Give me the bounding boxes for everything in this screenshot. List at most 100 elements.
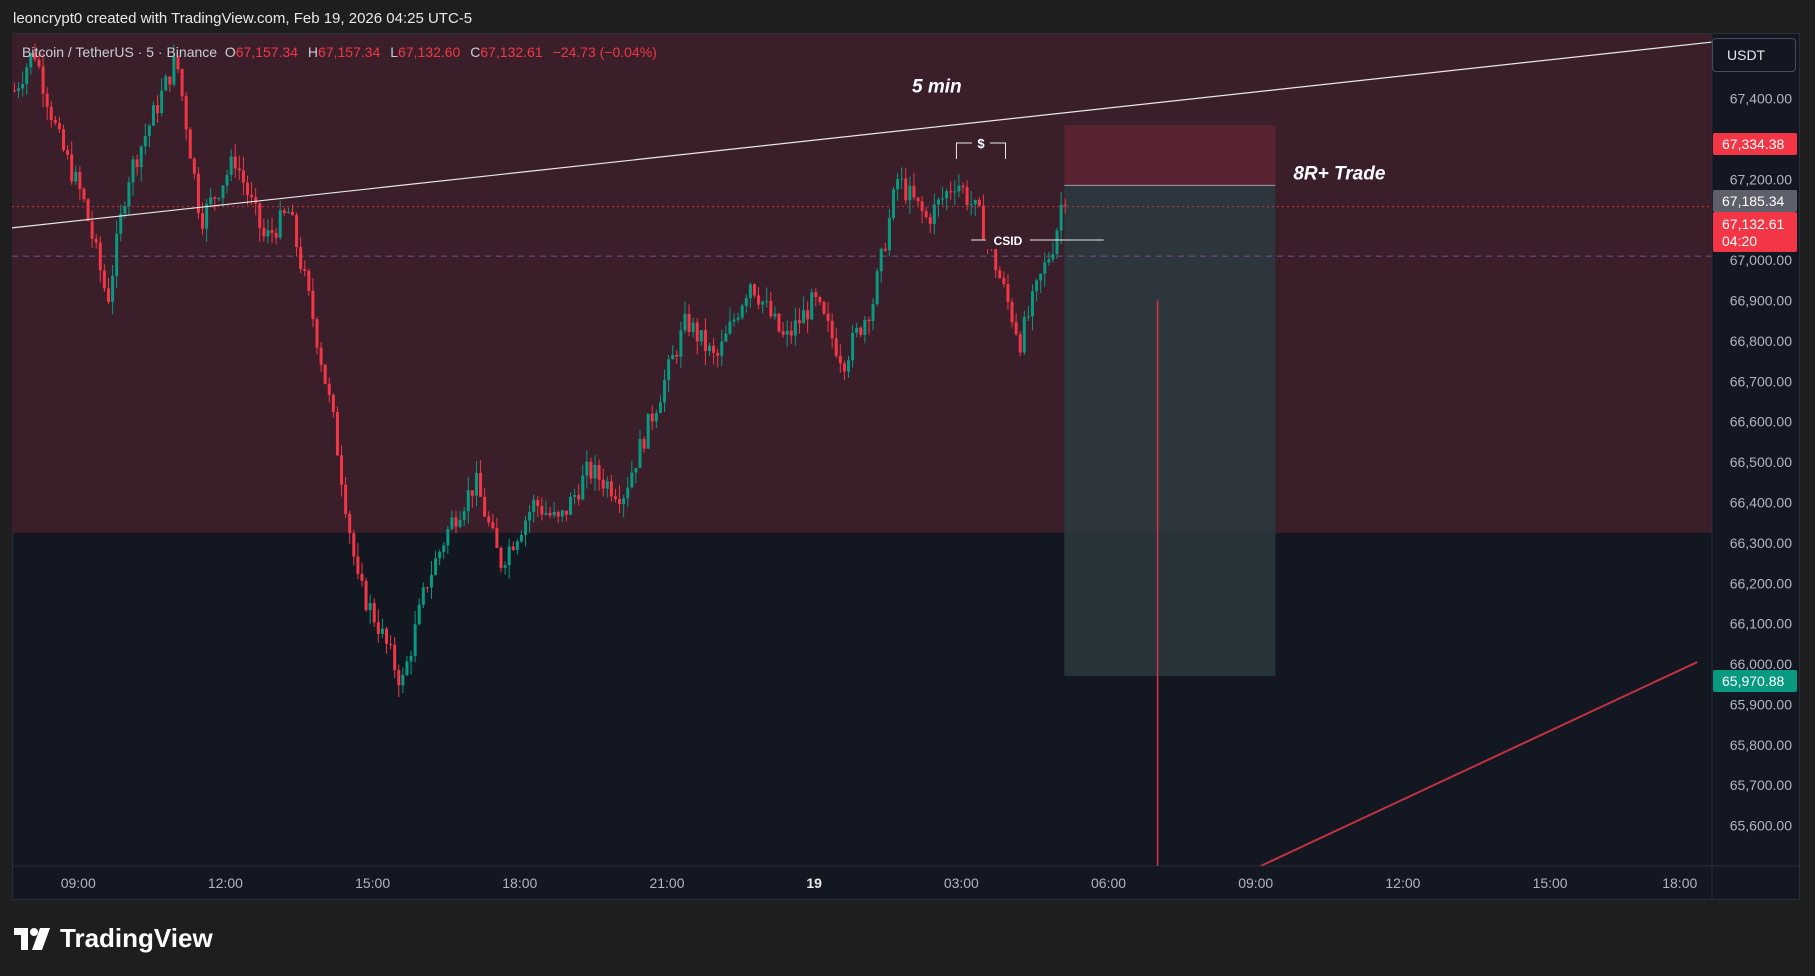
candle-body <box>462 511 466 520</box>
take-profit-zone[interactable] <box>1064 185 1276 676</box>
candle-body <box>834 338 838 356</box>
candle-body <box>765 300 769 302</box>
y-axis-tick-label: 66,800.00 <box>1730 333 1792 349</box>
candle-body <box>94 238 98 243</box>
candle-body <box>442 545 446 552</box>
candle-body <box>528 512 532 521</box>
candle-body <box>1055 230 1059 255</box>
candle-body <box>286 211 290 214</box>
candle-body <box>385 628 389 644</box>
candle-body <box>164 76 168 91</box>
stop-loss-zone[interactable] <box>1064 125 1276 186</box>
candle-body <box>802 310 806 324</box>
upper-trendline[interactable] <box>11 41 1713 229</box>
candle-body <box>695 322 699 342</box>
y-axis-tick-label: 66,400.00 <box>1730 495 1792 511</box>
candle-body <box>879 248 883 272</box>
candle-body <box>524 520 528 535</box>
candle-body <box>867 319 871 322</box>
candle-body <box>511 546 515 550</box>
candle-body <box>335 412 339 456</box>
y-axis-tick-label: 66,600.00 <box>1730 414 1792 430</box>
candle-body <box>82 189 86 200</box>
candle-body <box>1039 273 1043 281</box>
candle-body <box>62 129 66 150</box>
candle-body <box>814 292 818 298</box>
symbol-label[interactable]: Bitcoin / TetherUS · 5 · Binance <box>22 44 218 60</box>
candle-body <box>1059 204 1063 231</box>
candle-body <box>156 105 160 114</box>
tradingview-logo[interactable]: TradingView <box>14 923 213 954</box>
candle-body <box>258 203 262 228</box>
candle-body <box>703 330 707 352</box>
candle-body <box>740 305 744 318</box>
candle-body <box>303 269 307 271</box>
candle-body <box>969 204 973 206</box>
y-axis-tick-label: 66,300.00 <box>1730 535 1792 551</box>
candle-body <box>1030 291 1034 317</box>
candle-body <box>757 295 761 305</box>
candle-body <box>900 178 904 180</box>
candle-body <box>311 290 315 320</box>
x-axis-tick-label: 18:00 <box>502 875 537 891</box>
y-axis-tick-label: 66,100.00 <box>1730 616 1792 632</box>
candles-group <box>12 43 1067 697</box>
candle-body <box>912 185 916 198</box>
candle-body <box>842 363 846 372</box>
x-axis-tick-label: 03:00 <box>944 875 979 891</box>
candle-body <box>86 199 90 221</box>
candle-body <box>106 288 110 302</box>
brand-name: TradingView <box>60 923 213 953</box>
y-axis-tick-label: 65,600.00 <box>1730 818 1792 834</box>
x-axis-tick-label: 21:00 <box>649 875 684 891</box>
candle-body <box>299 247 303 270</box>
candle-body <box>896 179 900 190</box>
candle-body <box>66 149 70 155</box>
x-axis-tick-label: 15:00 <box>355 875 390 891</box>
ohlc-legend: Bitcoin / TetherUS · 5 · Binance O67,157… <box>22 44 657 60</box>
last-price-badge: 67,132.61 04:20 <box>1713 212 1797 252</box>
candle-body <box>908 185 912 201</box>
candle-body <box>769 300 773 317</box>
tradingview-mark-icon <box>14 927 50 950</box>
currency-selector[interactable]: USDT <box>1712 38 1796 72</box>
candle-body <box>446 529 450 546</box>
y-axis-tick-label: 67,000.00 <box>1730 252 1792 268</box>
candle-body <box>663 379 667 403</box>
candle-body <box>397 670 401 686</box>
candle-body <box>675 354 679 357</box>
candle-body <box>495 527 499 548</box>
candle-body <box>168 76 172 85</box>
lower-trendline[interactable] <box>1260 661 1698 867</box>
candle-body <box>973 199 977 205</box>
candle-body <box>883 248 887 251</box>
y-axis-tick-label: 67,400.00 <box>1730 91 1792 107</box>
candle-body <box>777 313 781 332</box>
candle-body <box>483 496 487 517</box>
candle-body <box>413 624 417 656</box>
candle-body <box>139 146 143 168</box>
candle-body <box>904 178 908 201</box>
candle-body <box>111 275 115 302</box>
timeframe-label: 5 min <box>912 77 962 98</box>
candle-body <box>45 93 49 107</box>
candle-body <box>577 495 581 500</box>
close-label: C <box>470 44 481 60</box>
x-axis-tick-label: 12:00 <box>208 875 243 891</box>
candle-body <box>887 217 891 251</box>
candle-body <box>393 644 397 671</box>
candle-body <box>295 215 299 248</box>
candle-body <box>29 53 33 68</box>
y-axis-tick-label: 66,700.00 <box>1730 373 1792 389</box>
candle-body <box>217 198 221 200</box>
last-price-value: 67,132.61 <box>1722 216 1785 232</box>
candle-body <box>609 481 613 497</box>
candle-body <box>250 194 254 198</box>
candle-body <box>503 565 507 568</box>
candle-body <box>581 475 585 500</box>
candle-body <box>1014 322 1018 335</box>
candle-body <box>618 499 622 505</box>
candle-body <box>953 191 957 193</box>
candle-body <box>830 320 834 339</box>
